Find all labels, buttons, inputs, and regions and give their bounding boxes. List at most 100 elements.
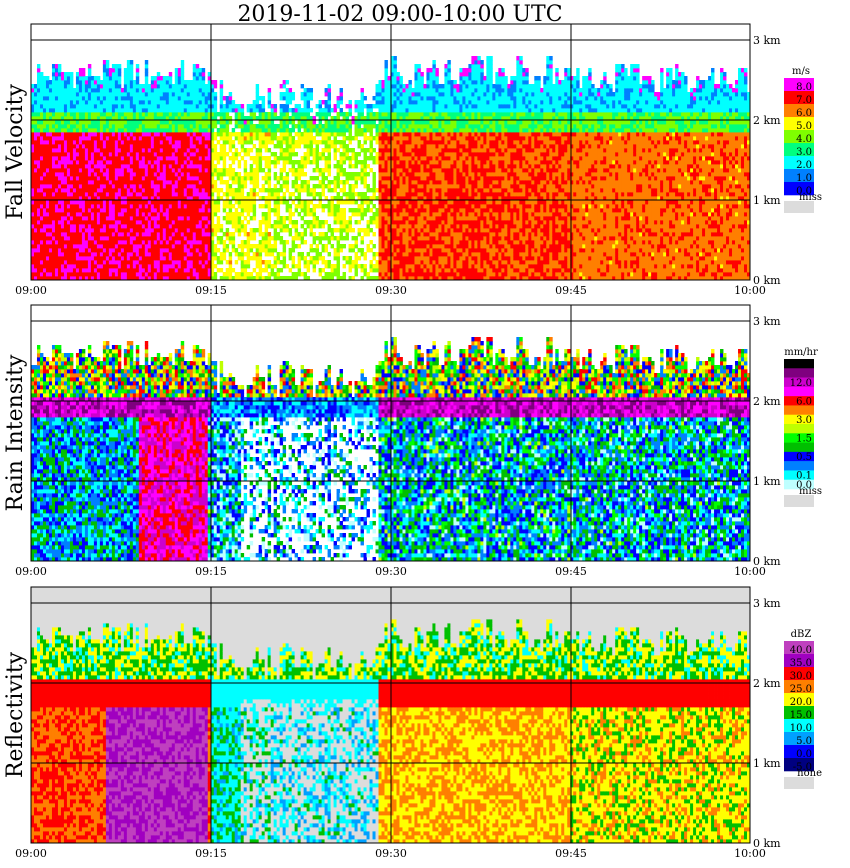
legend-label: 0.5: [796, 452, 812, 463]
legend-swatch: [784, 386, 814, 397]
y-tick-label: 3 km: [753, 315, 781, 328]
legend-swatch: [784, 758, 814, 772]
legend-swatch: [784, 405, 814, 416]
legend-label: 40.0: [790, 645, 812, 656]
legend-label: 6.0: [796, 108, 812, 119]
legend-label: 30.0: [790, 671, 812, 682]
y-tick-label: 0 km: [753, 837, 781, 850]
legend-label: 7.0: [796, 95, 812, 106]
panel-label: Fall Velocity: [3, 84, 28, 220]
legend-label: 12.0: [790, 378, 812, 389]
legend-swatch: [784, 667, 814, 681]
legend-label: 3.0: [796, 147, 812, 158]
legend-swatch: [784, 117, 814, 131]
legend-unit: mm/hr: [784, 347, 818, 358]
legend-label: 5.0: [796, 736, 812, 747]
legend-label: 0.0: [796, 480, 812, 491]
panel-frame: [30, 304, 751, 562]
x-tick-label: 09:00: [15, 284, 47, 297]
legend-missing-swatch: [784, 495, 814, 507]
y-tick-label: 1 km: [753, 194, 781, 207]
panel-3: 09:00 09:15 09:30 09:45 10:000 km 1 km 2 km 3 k…: [3, 586, 822, 860]
x-tick-label: 09:30: [375, 847, 407, 860]
x-tick-label: 09:00: [15, 847, 47, 860]
y-tick-label: 0 km: [753, 555, 781, 568]
legend-swatch: [784, 143, 814, 157]
y-tick-label: 2 km: [753, 114, 781, 127]
heatmap-cells: [31, 56, 751, 281]
panel-frame: [30, 586, 751, 844]
panel-1: 09:00 09:15 09:30 09:45 10:000 km 1 km 2 km 3 k…: [3, 23, 822, 297]
legend-label: 10.0: [790, 723, 812, 734]
legend-swatch: [784, 706, 814, 720]
x-tick-label: 10:00: [734, 847, 766, 860]
legend-swatch: [784, 693, 814, 707]
legend-swatch: [784, 377, 814, 388]
legend-label: 20.0: [790, 697, 812, 708]
legend-missing-label: miss: [799, 192, 822, 203]
legend-swatch: [784, 396, 814, 406]
y-tick-label: 1 km: [753, 475, 781, 488]
legend-label: 48.0: [790, 359, 812, 370]
x-tick-label: 09:30: [375, 284, 407, 297]
legend-label: 1.5: [796, 434, 812, 445]
legend-swatch: [784, 719, 814, 733]
legend-label: 0.1: [796, 471, 812, 482]
legend-swatch: [784, 156, 814, 170]
legend-label: 0.0: [796, 749, 812, 760]
legend-swatch: [784, 470, 814, 481]
legend-swatch: [784, 414, 814, 425]
legend-swatch: [784, 130, 814, 144]
legend-swatch: [784, 745, 814, 759]
legend-label: 15.0: [790, 710, 812, 721]
y-tick-label: 3 km: [753, 34, 781, 47]
legend-swatch: [784, 442, 814, 453]
legend-unit: m/s: [792, 66, 810, 77]
legend-swatch: [784, 461, 814, 471]
x-tick-label: 09:15: [195, 284, 227, 297]
panel-label: Reflectivity: [3, 651, 28, 778]
legend-label: 3.0: [796, 415, 812, 426]
y-tick-label: 3 km: [753, 597, 781, 610]
legend-swatch: [784, 424, 814, 434]
figure-title: 2019-11-02 09:00-10:00 UTC: [0, 0, 800, 30]
legend-unit: dBZ: [791, 629, 812, 640]
legend-swatch: [784, 641, 814, 655]
legend-swatch: [784, 359, 814, 369]
y-tick-label: 2 km: [753, 677, 781, 690]
panel-frame: [30, 23, 751, 281]
panel-label: Rain Intensity: [3, 354, 28, 511]
legend-swatch: [784, 91, 814, 105]
legend-swatch: [784, 433, 814, 443]
legend: dBZ 40.0 35.0 30.0 25.0 20.0 15.0 10.0 5.0 0.0 -5.…: [784, 629, 822, 789]
heatmap-cells: [31, 587, 751, 844]
x-tick-label: 10:00: [734, 284, 766, 297]
panel-2: 09:00 09:15 09:30 09:45 10:000 km 1 km 2 km 3 k…: [3, 304, 822, 578]
legend-swatch: [784, 169, 814, 183]
legend-label: 35.0: [790, 658, 812, 669]
heatmap-cells: [31, 337, 751, 562]
legend-label: -5.0: [793, 762, 812, 773]
legend-label: 1.0: [796, 173, 812, 184]
legend-swatch: [784, 451, 814, 462]
legend-missing-swatch: [784, 777, 814, 789]
legend-label: 5.0: [796, 121, 812, 132]
y-tick-label: 0 km: [753, 274, 781, 287]
x-tick-label: 09:00: [15, 565, 47, 578]
x-tick-label: 09:30: [375, 565, 407, 578]
legend-missing-label: none: [797, 768, 822, 779]
legend-swatch: [784, 732, 814, 746]
x-tick-label: 09:45: [555, 565, 587, 578]
x-tick-label: 09:45: [555, 847, 587, 860]
legend-swatch: [784, 104, 814, 118]
legend-label: 0.0: [796, 186, 812, 197]
x-tick-label: 09:15: [195, 847, 227, 860]
legend-swatch: [784, 78, 814, 92]
y-tick-label: 1 km: [753, 757, 781, 770]
x-tick-label: 09:15: [195, 565, 227, 578]
legend-swatch: [784, 654, 814, 668]
legend-label: 25.0: [790, 684, 812, 695]
legend-missing-label: miss: [799, 486, 822, 497]
legend-label: 2.0: [796, 160, 812, 171]
